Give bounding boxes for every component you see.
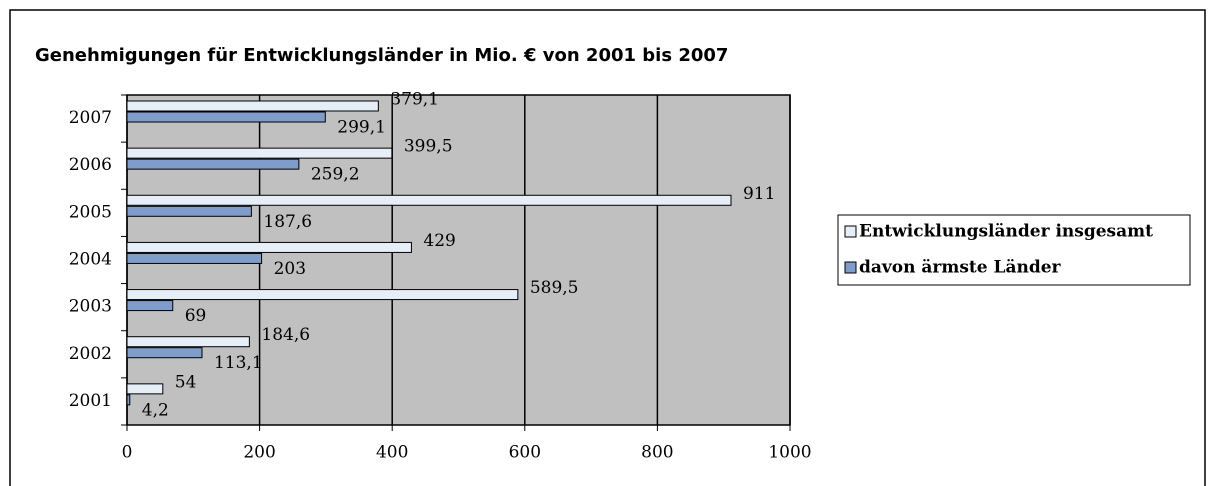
x-tick-label: 1000 (768, 443, 811, 463)
bar (126, 147, 393, 159)
x-tick-label: 400 (376, 443, 408, 463)
bar (126, 194, 732, 206)
y-tick-label: 2003 (69, 297, 112, 317)
legend-swatch (844, 261, 857, 274)
legend-label: Entwicklungsländer insgesamt (859, 222, 1153, 242)
value-label: 187,6 (263, 212, 312, 232)
x-tick-label: 600 (509, 443, 541, 463)
x-tick-label: 200 (243, 443, 275, 463)
value-label: 589,5 (530, 278, 579, 298)
bar (126, 100, 379, 112)
value-label: 203 (274, 259, 306, 279)
value-label: 379,1 (390, 90, 439, 110)
x-tick-label: 800 (641, 443, 673, 463)
y-tick-label: 2004 (69, 250, 112, 270)
bar (126, 300, 174, 312)
bar (126, 111, 326, 123)
legend-swatch (844, 225, 857, 238)
x-tick-label: 0 (122, 443, 133, 463)
bar (126, 241, 412, 253)
y-tick-label: 2005 (69, 202, 112, 222)
bar (126, 252, 263, 264)
bar (126, 289, 519, 301)
bar (126, 336, 250, 348)
legend-label: davon ärmste Länder (859, 258, 1062, 278)
y-tick-label: 2007 (69, 108, 112, 128)
y-tick-label: 2006 (69, 155, 112, 175)
value-label: 4,2 (142, 400, 169, 420)
bar (126, 383, 164, 395)
legend-box (837, 214, 1191, 286)
value-label: 429 (423, 231, 455, 251)
value-label: 54 (175, 372, 197, 392)
value-label: 299,1 (337, 118, 386, 138)
chart-title: Genehmigungen für Entwicklungsländer in … (35, 45, 728, 66)
value-label: 69 (185, 306, 207, 326)
value-label: 184,6 (261, 325, 310, 345)
bar (126, 158, 300, 170)
value-label: 259,2 (311, 165, 360, 185)
value-label: 911 (743, 184, 775, 204)
y-tick-label: 2001 (69, 391, 112, 411)
bar (126, 205, 252, 217)
y-tick-label: 2002 (69, 344, 112, 364)
value-label: 399,5 (404, 137, 453, 157)
bar (126, 347, 203, 359)
value-label: 113,1 (214, 353, 263, 373)
bar (126, 394, 131, 406)
